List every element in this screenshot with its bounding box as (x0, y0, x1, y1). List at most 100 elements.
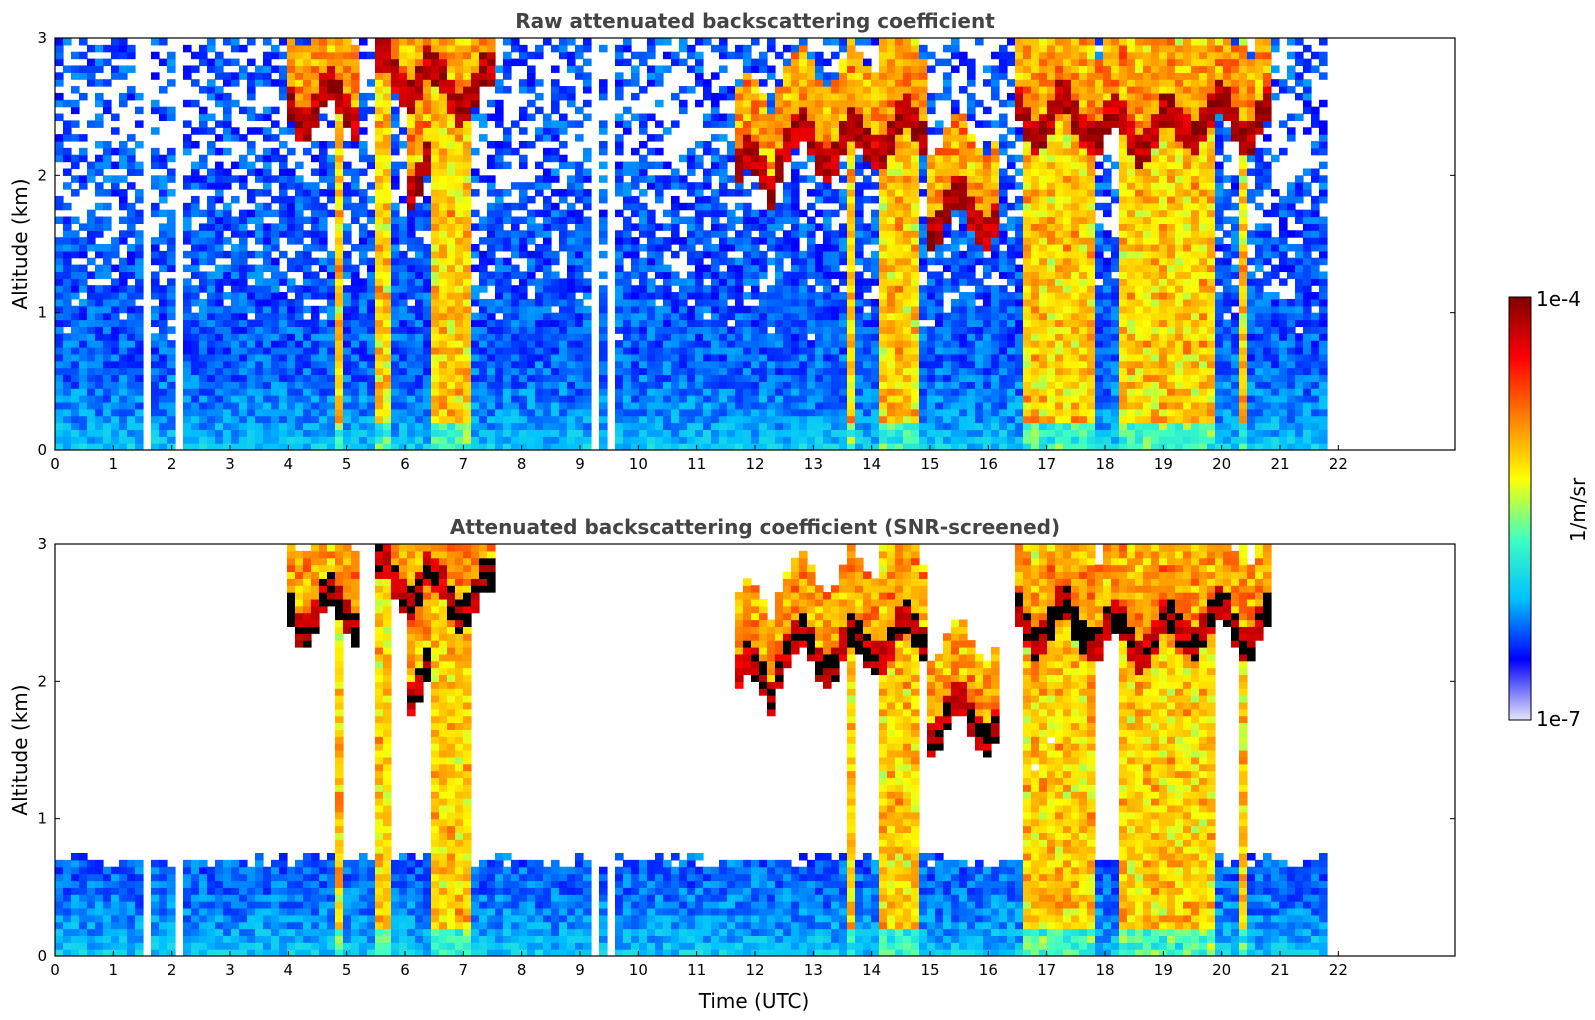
heatmap-cell (479, 347, 488, 355)
heatmap-cell (719, 374, 728, 382)
heatmap-cell (839, 58, 848, 67)
heatmap-cell (839, 340, 848, 348)
heatmap-cell (399, 422, 408, 430)
heatmap-cell (95, 271, 104, 279)
heatmap-cell (735, 134, 744, 142)
heatmap-cell (559, 429, 568, 437)
heatmap-cell (247, 38, 256, 46)
heatmap-cell (719, 65, 728, 73)
heatmap-cell (743, 86, 752, 94)
heatmap-cell (471, 401, 480, 410)
heatmap-cell (791, 429, 800, 437)
heatmap-cell (687, 374, 696, 382)
heatmap-cell (655, 367, 664, 376)
heatmap-cell (359, 422, 368, 430)
heatmap-cell (671, 209, 680, 218)
heatmap-cell (639, 86, 648, 94)
heatmap-cell (519, 429, 528, 437)
heatmap-cell (647, 134, 656, 142)
heatmap-cell (199, 326, 208, 334)
heatmap-cell (535, 326, 544, 334)
heatmap-cell (695, 79, 704, 87)
heatmap-cell (647, 264, 656, 273)
heatmap-cell (159, 86, 168, 94)
heatmap-cell (599, 388, 608, 396)
heatmap-cell (207, 381, 216, 389)
heatmap-cell (71, 312, 80, 321)
heatmap-cell (503, 72, 512, 80)
heatmap-cell (183, 175, 192, 183)
heatmap-cell (639, 51, 648, 60)
heatmap-cell (847, 44, 856, 53)
heatmap-cell (295, 189, 304, 197)
heatmap-cell (399, 333, 408, 341)
heatmap-cell (687, 367, 696, 376)
heatmap-cell (767, 381, 776, 389)
heatmap-cell (855, 388, 864, 396)
heatmap-cell (823, 401, 832, 410)
heatmap-cell (831, 285, 840, 293)
heatmap-cell (639, 422, 648, 430)
heatmap-cell (687, 333, 696, 341)
heatmap-cell (311, 381, 320, 389)
heatmap-cell (319, 154, 328, 163)
heatmap-cell (455, 237, 464, 245)
heatmap-cell (263, 237, 272, 245)
heatmap-cell (719, 230, 728, 238)
heatmap-cell (55, 257, 64, 266)
heatmap-cell (167, 395, 176, 403)
heatmap-cell (575, 285, 584, 293)
heatmap-cell (223, 436, 232, 444)
heatmap-cell (879, 51, 888, 60)
heatmap-cell (255, 305, 264, 314)
heatmap-cell (127, 408, 136, 417)
heatmap-cell (343, 374, 352, 382)
heatmap-cell (767, 333, 776, 341)
heatmap-cell (359, 292, 368, 300)
heatmap-cell (439, 360, 448, 369)
heatmap-cell (87, 209, 96, 218)
heatmap-cell (359, 319, 368, 327)
heatmap-cell (543, 401, 552, 410)
heatmap-cell (655, 237, 664, 245)
heatmap-cell (679, 429, 688, 437)
heatmap-cell (639, 360, 648, 369)
heatmap-cell (255, 65, 264, 73)
heatmap-cell (551, 395, 560, 403)
heatmap-cell (895, 381, 904, 389)
heatmap-cell (655, 305, 664, 314)
heatmap-cell (743, 120, 752, 128)
heatmap-cell (887, 161, 896, 170)
heatmap-cell (831, 244, 840, 252)
heatmap-cell (823, 134, 832, 142)
heatmap-cell (887, 333, 896, 341)
heatmap-cell (447, 230, 456, 238)
heatmap-cell (439, 347, 448, 355)
heatmap-cell (631, 326, 640, 334)
heatmap-cell (231, 278, 240, 286)
heatmap-cell (847, 99, 856, 108)
heatmap-cell (831, 388, 840, 396)
heatmap-cell (87, 65, 96, 73)
heatmap-cell (783, 353, 792, 362)
heatmap-cell (415, 408, 424, 417)
heatmap-cell (623, 319, 632, 327)
heatmap-cell (807, 189, 816, 197)
heatmap-cell (335, 202, 344, 211)
heatmap-cell (671, 312, 680, 321)
heatmap-cell (367, 51, 376, 60)
heatmap-cell (855, 120, 864, 128)
heatmap-cell (471, 58, 480, 67)
heatmap-cell (503, 292, 512, 300)
heatmap-cell (895, 353, 904, 362)
heatmap-cell (335, 422, 344, 430)
heatmap-cell (583, 44, 592, 53)
heatmap-cell (407, 422, 416, 430)
heatmap-cell (199, 422, 208, 430)
heatmap-cell (271, 422, 280, 430)
heatmap-cell (415, 141, 424, 149)
heatmap-cell (455, 436, 464, 444)
heatmap-cell (215, 278, 224, 286)
heatmap-cell (719, 244, 728, 252)
heatmap-cell (767, 429, 776, 437)
